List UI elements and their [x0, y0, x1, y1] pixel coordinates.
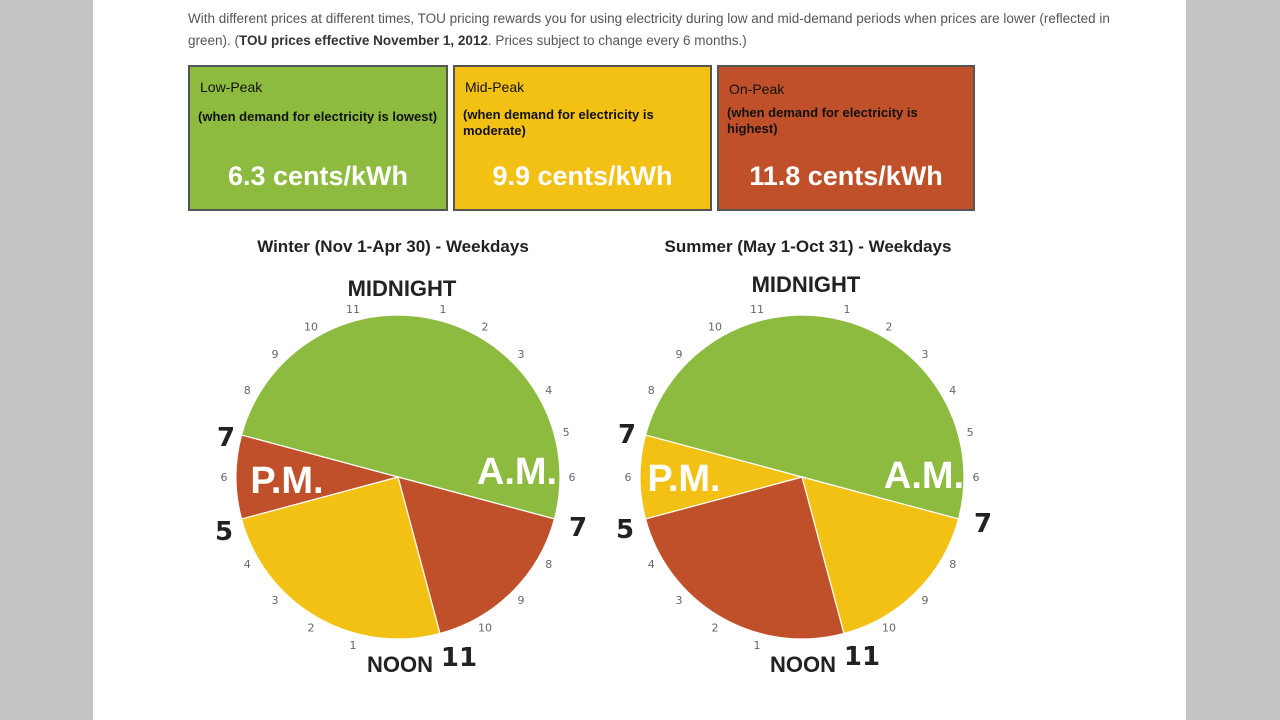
hour-tick-label: 10: [708, 320, 722, 333]
pie-slice-mid-peak: [240, 476, 441, 640]
hour-tick-label: 9: [272, 348, 279, 361]
hour-tick-label: 3: [272, 594, 279, 607]
hour-tick-label: 9: [922, 594, 929, 607]
document-page: With different prices at different times…: [93, 0, 1186, 720]
hour-tick-label: 2: [482, 320, 489, 333]
on-peak-description: (when demand for electricity is highest): [727, 105, 918, 136]
am-label: A.M.: [884, 455, 964, 497]
pm-label: P.M.: [647, 458, 720, 500]
hour-tick-label: 10: [478, 622, 492, 635]
on-peak-title: On-Peak: [729, 81, 785, 97]
pie-slice-mid-peak: [801, 476, 960, 635]
hour-tick-label: 1: [350, 639, 357, 652]
pie-slice-low-peak: [240, 314, 561, 520]
major-hour-label-left-top: 7: [618, 420, 636, 450]
hour-tick-label: 6: [973, 471, 980, 484]
major-hour-label-left-bottom: 5: [215, 517, 233, 547]
pie-slice-mid-peak: [639, 434, 805, 520]
mid-peak-box: Mid-Peak (when demand for electricity is…: [453, 65, 712, 211]
major-hour-label-right: 7: [974, 509, 992, 539]
hour-tick-label: 2: [886, 320, 893, 333]
mid-peak-title: Mid-Peak: [465, 79, 525, 95]
hour-tick-label: 3: [676, 594, 683, 607]
hour-tick-label: 5: [563, 426, 570, 439]
noon-label: NOON: [367, 652, 433, 677]
intro-line-2: green). (TOU prices effective November 1…: [188, 30, 1186, 52]
hour-tick-label: 2: [308, 622, 315, 635]
hour-tick-label: 3: [922, 348, 929, 361]
low-peak-title: Low-Peak: [200, 79, 263, 95]
hour-tick-label: 4: [244, 558, 251, 571]
chart-title: Summer (May 1-Oct 31) - Weekdays: [665, 237, 952, 256]
intro-line-2-suffix: . Prices subject to change every 6 month…: [487, 33, 747, 48]
pie-slice-low-peak: [644, 314, 965, 520]
hour-tick-label: 3: [518, 348, 525, 361]
intro-line-2-prefix: green). (: [188, 33, 240, 48]
low-peak-box: Low-Peak (when demand for electricity is…: [188, 65, 448, 211]
hour-tick-label: 2: [712, 622, 719, 635]
hour-tick-label: 6: [625, 471, 632, 484]
pie-slice-on-peak: [644, 476, 845, 640]
major-hour-label-left-bottom: 5: [616, 515, 634, 545]
hour-tick-label: 4: [545, 384, 552, 397]
tou-clock-chart-1: Winter (Nov 1-Apr 30) - Weekdays MIDNIGHT…: [215, 237, 587, 677]
major-hour-label-left-top: 7: [217, 423, 235, 453]
hour-tick-label: 8: [545, 558, 552, 571]
tou-clock-chart-2: Summer (May 1-Oct 31) - Weekdays MIDNIGHT…: [616, 237, 992, 677]
hour-tick-label: 1: [440, 303, 447, 316]
hour-tick-label: 6: [569, 471, 576, 484]
on-peak-box: On-Peak (when demand for electricity is …: [717, 65, 975, 211]
major-hour-label-right: 7: [569, 513, 587, 543]
pie-slice-on-peak: [397, 476, 556, 635]
midnight-label: MIDNIGHT: [348, 276, 457, 301]
intro-line-2-effective-date: TOU prices effective November 1, 2012: [239, 33, 488, 48]
mid-peak-price: 9.9 cents/kWh: [492, 161, 673, 191]
on-peak-price: 11.8 cents/kWh: [749, 161, 943, 191]
hour-tick-label: 5: [967, 426, 974, 439]
hour-tick-label: 8: [949, 558, 956, 571]
hour-tick-label: 4: [949, 384, 956, 397]
mid-peak-description: (when demand for electricity is moderate…: [463, 107, 654, 138]
am-label: A.M.: [477, 451, 557, 493]
pm-label: P.M.: [250, 460, 323, 502]
intro-text: With different prices at different times…: [188, 8, 1186, 52]
major-hour-label-bottom-right: 11: [844, 642, 880, 672]
pie-slice-on-peak: [235, 434, 401, 520]
low-peak-price: 6.3 cents/kWh: [227, 161, 409, 191]
hour-tick-label: 10: [304, 320, 318, 333]
major-hour-label-bottom-right: 11: [441, 643, 477, 673]
chart-title: Winter (Nov 1-Apr 30) - Weekdays: [257, 237, 529, 256]
hour-tick-label: 9: [518, 594, 525, 607]
hour-tick-label: 8: [648, 384, 655, 397]
hour-tick-label: 9: [676, 348, 683, 361]
hour-tick-label: 1: [754, 639, 761, 652]
hour-tick-label: 4: [648, 558, 655, 571]
hour-tick-label: 1: [844, 303, 851, 316]
hour-tick-label: 11: [750, 303, 764, 316]
hour-tick-label: 6: [221, 471, 228, 484]
hour-tick-label: 10: [882, 622, 896, 635]
intro-line-1: With different prices at different times…: [188, 11, 1110, 26]
noon-label: NOON: [770, 652, 836, 677]
hour-tick-label: 11: [346, 303, 360, 316]
hour-tick-label: 8: [244, 384, 251, 397]
low-peak-description: (when demand for electricity is lowest): [198, 109, 438, 124]
midnight-label: MIDNIGHT: [752, 272, 861, 297]
